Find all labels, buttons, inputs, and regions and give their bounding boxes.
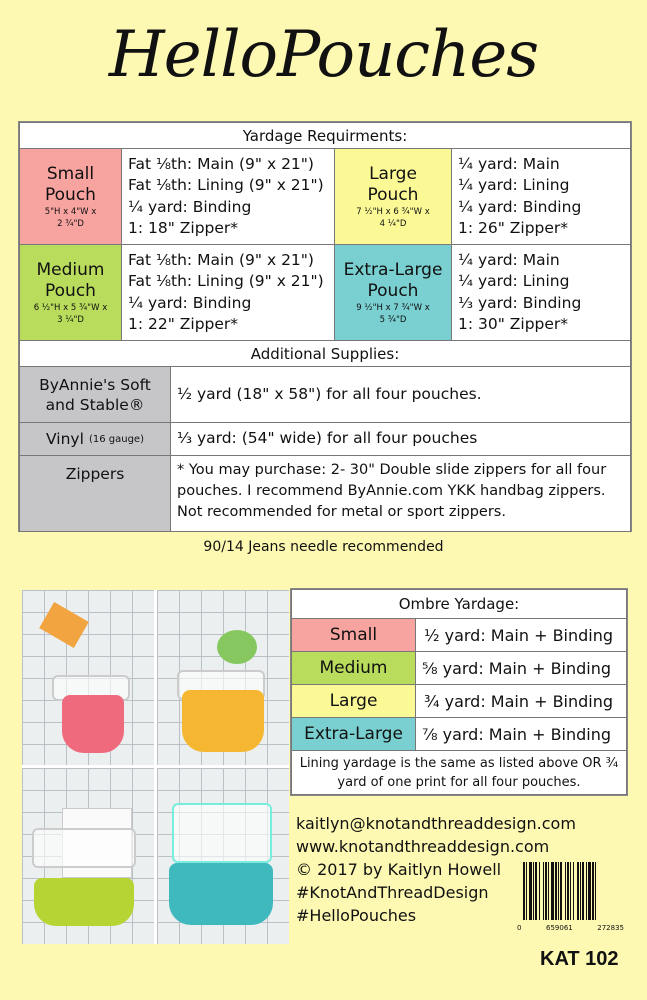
barcode-bars [523,862,596,920]
ombre-label-small: Small [291,618,416,652]
product-code: KAT 102 [540,948,619,970]
barcode-bar [582,862,584,920]
barcode-bar [526,862,527,920]
barcode: 0 659061 272835 [517,862,628,932]
barcode-bar [570,862,571,920]
supply-label-vinyl: Vinyl (16 gauge) [19,422,171,456]
ombre-value-extra-large: ⅞ yard: Main + Binding [415,717,627,751]
ombre-table: Ombre Yardage: Small ½ yard: Main + Bind… [290,588,628,796]
supply-value-soft-stable: ½ yard (18" x 58") for all four pouches. [170,366,631,423]
barcode-bar [588,862,591,920]
small-pouch-materials: Fat ⅛th: Main (9" x 21") Fat ⅛th: Lining … [121,148,335,245]
ombre-label-large: Large [291,684,416,718]
ombre-label-extra-large: Extra-Large [291,717,416,751]
ombre-header: Ombre Yardage: [291,589,627,619]
pouch-photo-grid [22,590,289,944]
barcode-bar [577,862,579,920]
barcode-bar [551,862,554,920]
medium-pouch-label: Medium Pouch 6 ½"H x 5 ¾"W x 3 ¼"D [19,244,122,341]
hashtag: #HelloPouches [296,906,417,925]
barcode-bar [523,862,525,920]
email: kaitlyn@knotandthreaddesign.com [296,814,576,833]
copyright: © 2017 by Kaitlyn Howell [296,860,502,879]
barcode-bar [545,862,547,920]
supply-label-zippers: Zippers [19,455,171,532]
barcode-bar [533,862,534,920]
supply-value-vinyl: ⅓ yard: (54" wide) for all four pouches [170,422,631,456]
needle-note: 90/14 Jeans needle recommended [203,539,444,555]
yardage-table: Yardage Requirments: Small Pouch 5"H x 4… [18,121,632,532]
barcode-bar [580,862,581,920]
supply-label-soft-stable: ByAnnie's Soft and Stable® [19,366,171,423]
barcode-bar [535,862,537,920]
supply-value-zippers: * You may purchase: 2- 30" Double slide … [170,455,631,532]
ombre-footnote: Lining yardage is the same as listed abo… [291,750,627,795]
large-pouch-materials: ¼ yard: Main ¼ yard: Lining ¼ yard: Bindin… [451,148,631,245]
small-pouch-label: Small Pouch 5"H x 4"W x 2 ¾"D [19,148,122,245]
barcode-bar [565,862,566,920]
ombre-value-medium: ⅝ yard: Main + Binding [415,651,627,685]
yardage-header: Yardage Requirments: [19,122,631,149]
barcode-bar [543,862,544,920]
extra-large-pouch-label: Extra-Large Pouch 9 ½"H x 7 ¾"W x 5 ¾"D [334,244,452,341]
photo-extra-large-pouch [157,768,289,944]
barcode-bar [560,862,562,920]
large-pouch-label: Large Pouch 7 ½"H x 6 ¾"W x 4 ¼"D [334,148,452,245]
barcode-bar [573,862,574,920]
photo-large-pouch [157,590,289,765]
website: www.knotandthreaddesign.com [296,837,550,856]
barcode-bar [539,862,540,920]
barcode-bar [529,862,532,920]
photo-medium-pouch [22,768,154,944]
supplies-header: Additional Supplies: [19,340,631,367]
barcode-bar [586,862,587,920]
photo-small-pouch [22,590,154,765]
barcode-bar [595,862,596,920]
barcode-bar [555,862,557,920]
hashtag: #KnotAndThreadDesign [296,883,489,902]
barcode-bar [548,862,549,920]
medium-pouch-materials: Fat ⅛th: Main (9" x 21") Fat ⅛th: Lining … [121,244,335,341]
ombre-label-medium: Medium [291,651,416,685]
ombre-value-small: ½ yard: Main + Binding [415,618,627,652]
contact-info: kaitlyn@knotandthreaddesign.com www.knot… [296,812,576,927]
ombre-value-large: ¾ yard: Main + Binding [415,684,627,718]
extra-large-pouch-materials: ¼ yard: Main ¼ yard: Lining ⅓ yard: Bindin… [451,244,631,341]
barcode-bar [558,862,559,920]
page-title: HelloPouches [108,18,539,92]
barcode-bar [567,862,569,920]
barcode-bar [592,862,594,920]
